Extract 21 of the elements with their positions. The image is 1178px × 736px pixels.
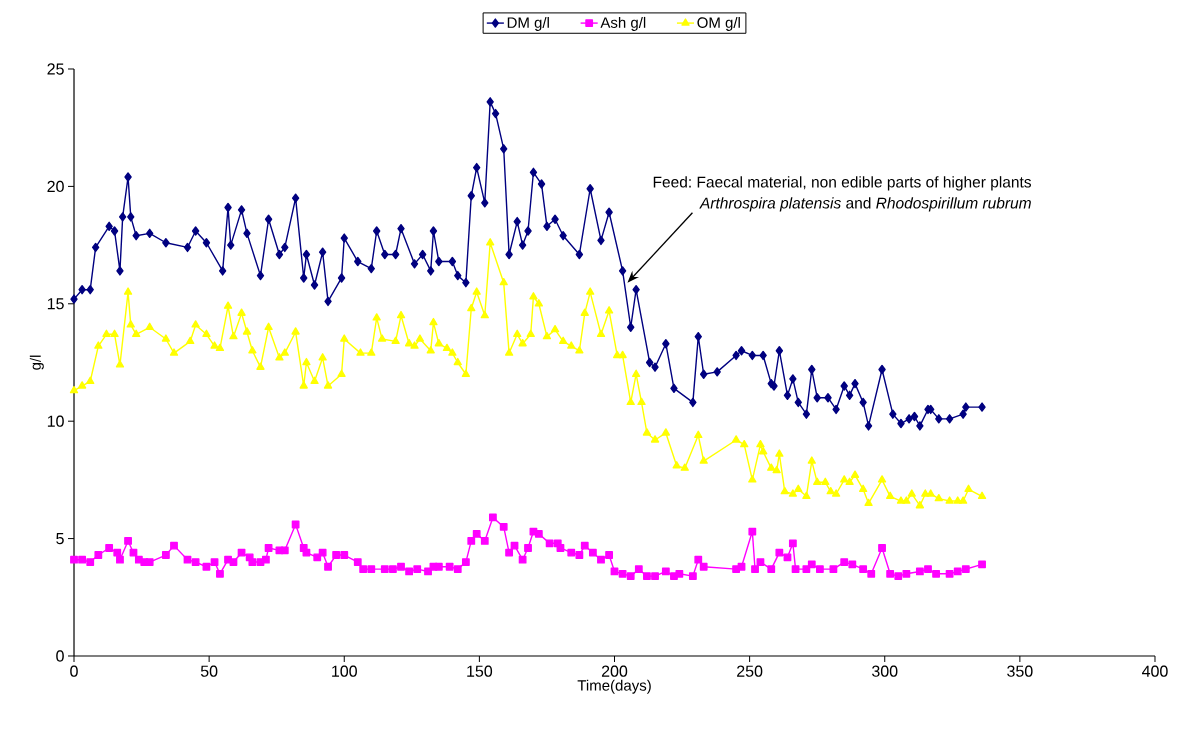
y-tick-label: 15 — [47, 298, 64, 310]
x-axis-title: Time(days) — [577, 679, 651, 694]
x-tick-label: 50 — [200, 665, 218, 677]
legend-label: OM g/l — [697, 16, 740, 31]
y-tick-label: 20 — [47, 180, 64, 193]
x-tick-label: 100 — [332, 665, 357, 677]
x-tick-label: 300 — [872, 665, 898, 677]
y-tick-label: 5 — [56, 533, 64, 545]
legend-label: DM g/l — [507, 16, 549, 31]
y-tick-label: 25 — [47, 63, 64, 75]
x-tick-label: 0 — [70, 665, 78, 677]
y-tick-label: 10 — [47, 415, 64, 427]
x-tick-label: 400 — [1142, 665, 1168, 677]
x-tick-label: 350 — [1007, 665, 1033, 677]
y-axis-title: g/l — [29, 355, 44, 370]
legend-label: Ash g/l — [600, 16, 646, 31]
x-tick-label: 250 — [737, 665, 763, 677]
y-tick-label: 0 — [56, 650, 64, 662]
x-tick-label: 200 — [601, 665, 628, 677]
x-tick-label: 150 — [467, 665, 493, 677]
annotation: Feed: Faecal material, non edible parts of higher plants Arthrospira platensis and Rhodospirillum rubrum — [653, 176, 1031, 212]
